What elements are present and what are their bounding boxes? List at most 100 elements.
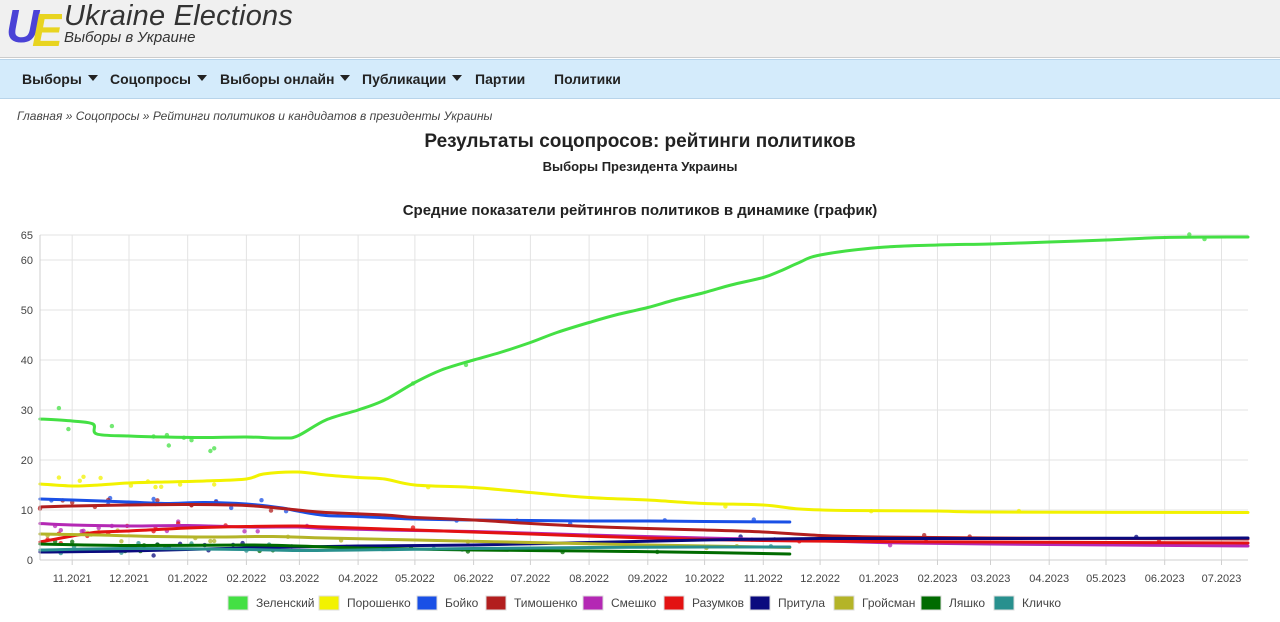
breadcrumb-current: Рейтинги политиков и кандидатов в презид…	[152, 109, 493, 123]
poll-dot	[66, 426, 71, 432]
nav-item-elections[interactable]: Выборы	[22, 60, 98, 98]
caret-down-icon	[340, 75, 351, 82]
poll-dot	[128, 483, 134, 488]
legend-item-10[interactable]: Кличко	[993, 595, 1061, 611]
nav-label: Публикации	[362, 71, 447, 87]
x-tick-label: 05.2023	[1086, 573, 1126, 585]
site-title[interactable]: Ukraine Elections	[64, 0, 294, 32]
legend-item-3[interactable]: Бойко	[416, 595, 479, 611]
legend-swatch	[227, 595, 249, 611]
poll-dot	[70, 539, 75, 544]
legend-item-8[interactable]: Гройсман	[833, 595, 915, 611]
y-tick-label: 50	[21, 305, 33, 317]
legend-label: Кличко	[1022, 596, 1061, 610]
poll-dot	[159, 484, 164, 489]
poll-dot	[212, 538, 217, 544]
x-tick-label: 01.2022	[168, 573, 208, 585]
poll-dot	[151, 496, 156, 502]
legend-item-2[interactable]: Порошенко	[318, 595, 411, 611]
nav-label: Политики	[554, 71, 621, 87]
x-tick-label: 07.2022	[511, 573, 551, 585]
legend-item-1[interactable]: Зеленский	[227, 595, 314, 611]
page-title: Результаты соцопросов: рейтинги политико…	[424, 131, 856, 152]
caret-down-icon	[87, 75, 98, 82]
x-tick-label: 06.2022	[454, 573, 494, 585]
legend-item-5[interactable]: Смешко	[582, 595, 657, 611]
poll-dot	[255, 529, 260, 534]
legend-item-9[interactable]: Ляшко	[920, 595, 985, 611]
chart-grid	[40, 234, 1248, 561]
breadcrumb-polls-link[interactable]: Соцопросы	[75, 109, 140, 123]
svg-text:E: E	[32, 4, 62, 48]
legend-item-7[interactable]: Притула	[749, 595, 825, 611]
legend-item-4[interactable]: Тимошенко	[485, 595, 578, 611]
legend-label: Смешко	[611, 596, 657, 610]
caret-down-icon	[196, 75, 207, 82]
y-tick-label: 40	[21, 355, 33, 367]
x-tick-label: 03.2023	[971, 573, 1011, 585]
y-tick-label: 30	[21, 405, 33, 417]
legend-label: Разумков	[692, 596, 744, 610]
series-line-8	[38, 532, 792, 549]
legend-swatch	[582, 595, 604, 611]
legend-label: Ляшко	[949, 596, 985, 610]
legend-swatch	[920, 595, 942, 611]
chart-axes: 0 10 20 30 40 50 60 65 11.2021 12.2021 01.2022 02.2…	[21, 230, 1248, 585]
x-tick-label: 05.2022	[395, 573, 435, 585]
site-logo[interactable]: U E	[6, 2, 62, 48]
poll-dot	[242, 529, 247, 534]
legend-label: Зеленский	[256, 596, 314, 610]
poll-dot	[166, 443, 171, 448]
x-tick-label: 01.2023	[859, 573, 899, 585]
y-tick-label: 0	[27, 555, 33, 567]
y-tick-label: 65	[21, 230, 33, 242]
caret-down-icon	[452, 75, 463, 82]
legend-label: Гройсман	[862, 596, 915, 610]
nav-item-parties[interactable]: Партии	[475, 60, 525, 98]
breadcrumb-home-link[interactable]: Главная	[17, 109, 63, 123]
nav-item-online-elections[interactable]: Выборы онлайн	[220, 60, 351, 98]
poll-dot	[58, 528, 63, 533]
legend-swatch	[485, 595, 507, 611]
svg-text:U: U	[6, 2, 41, 48]
x-tick-label: 12.2022	[800, 573, 840, 585]
x-tick-label: 07.2023	[1202, 573, 1242, 585]
poll-dot	[109, 423, 115, 429]
chart-series	[38, 235, 1250, 556]
poll-dot	[98, 475, 103, 481]
legend-swatch	[833, 595, 855, 611]
legend-swatch	[993, 595, 1015, 611]
page-subtitle: Выборы Президента Украины	[542, 159, 738, 174]
poll-dot	[77, 478, 83, 483]
poll-dot	[229, 505, 234, 511]
legend-swatch	[749, 595, 771, 611]
x-tick-label: 08.2022	[569, 573, 609, 585]
x-tick-label: 04.2023	[1029, 573, 1069, 585]
poll-dot	[259, 498, 264, 503]
site-header: U E Ukraine Elections Выборы в Украине	[0, 0, 1280, 58]
series-line-4	[38, 502, 1250, 541]
x-tick-label: 12.2021	[109, 573, 149, 585]
ratings-line-chart: 0 10 20 30 40 50 60 65 11.2021 12.2021 01.2022 02.2…	[21, 230, 1250, 611]
poll-dot	[1187, 232, 1192, 237]
x-tick-label: 11.2022	[744, 573, 783, 585]
y-tick-label: 60	[21, 255, 33, 267]
nav-item-politicians[interactable]: Политики	[554, 60, 621, 98]
y-tick-label: 20	[21, 455, 33, 467]
x-tick-label: 03.2022	[280, 573, 320, 585]
poll-dot	[56, 405, 62, 411]
x-tick-label: 10.2022	[685, 573, 725, 585]
nav-label: Выборы	[22, 71, 82, 87]
poll-dot	[79, 529, 84, 534]
poll-dot	[155, 498, 160, 503]
x-tick-label: 11.2021	[53, 573, 92, 585]
chart-title: Средние показатели рейтингов политиков в…	[402, 202, 878, 219]
legend-swatch	[416, 595, 438, 611]
nav-item-polls[interactable]: Соцопросы	[110, 60, 207, 98]
poll-dot	[208, 538, 213, 544]
nav-item-publications[interactable]: Публикации	[362, 60, 463, 98]
legend-item-6[interactable]: Разумков	[663, 595, 744, 611]
legend-label: Бойко	[445, 596, 479, 610]
poll-dot	[119, 539, 124, 544]
legend-label: Тимошенко	[514, 596, 578, 610]
